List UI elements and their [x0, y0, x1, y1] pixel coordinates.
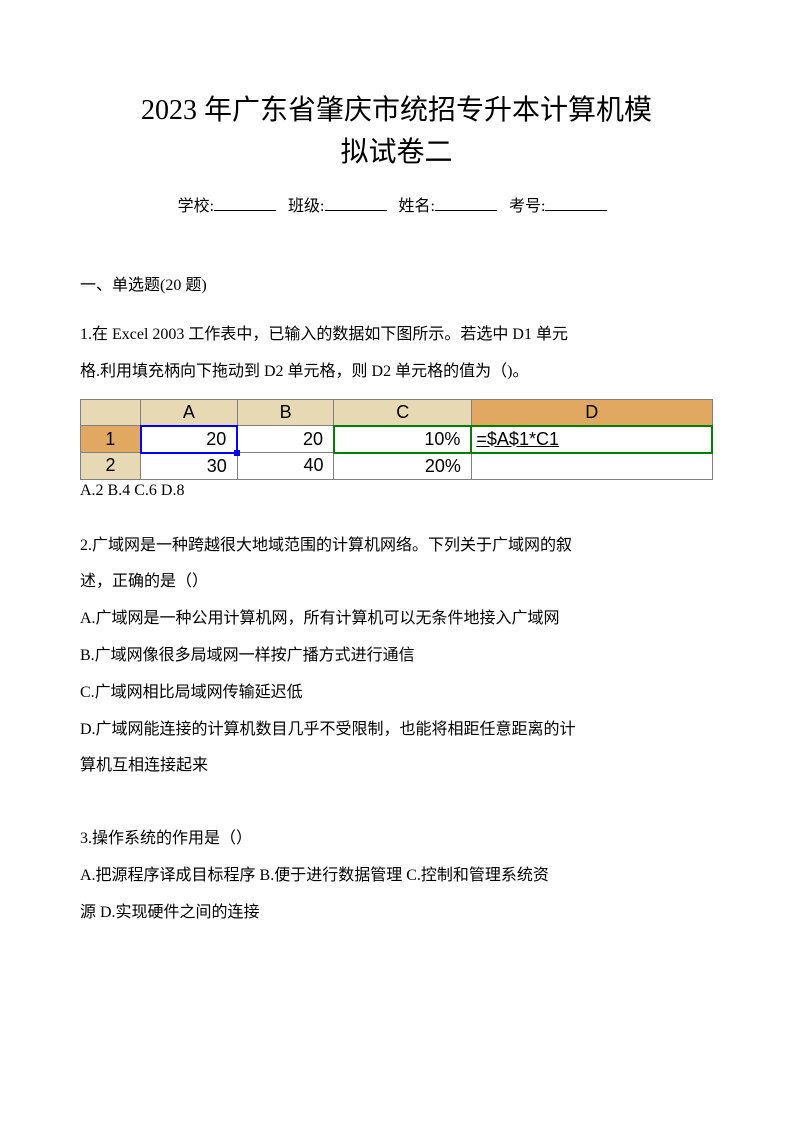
q2-option-a: A.广域网是一种公用计算机网，所有计算机可以无条件地接入广域网: [80, 601, 713, 638]
question-2: 2.广域网是一种跨越很大地域范围的计算机网络。下列关于广域网的叙 述，正确的是（…: [80, 528, 713, 786]
q2-option-d-line1: D.广域网能连接的计算机数目几乎不受限制，也能将相距任意距离的计: [80, 712, 713, 749]
excel-cell-a1: 20: [141, 426, 238, 453]
class-label: 班级:: [288, 198, 324, 215]
excel-row-2: 2: [81, 453, 141, 480]
section-title: 一、单选题(20 题): [80, 271, 713, 295]
excel-row-1: 1: [81, 426, 141, 453]
q3-text: 3.操作系统的作用是（）: [80, 821, 713, 858]
excel-col-c: C: [334, 399, 471, 426]
q1-text-line1: 1.在 Excel 2003 工作表中，已输入的数据如下图所示。若选中 D1 单…: [80, 317, 713, 354]
class-blank[interactable]: [325, 197, 387, 211]
title-line1: 2023 年广东省肇庆市统招专升本计算机模: [141, 95, 652, 126]
excel-cell-d2: [471, 453, 712, 480]
excel-cell-c2: 20%: [334, 453, 471, 480]
q2-text-line1: 2.广域网是一种跨越很大地域范围的计算机网络。下列关于广域网的叙: [80, 528, 713, 565]
school-label: 学校:: [178, 198, 214, 215]
excel-cell-a2: 30: [141, 453, 238, 480]
name-blank[interactable]: [435, 197, 497, 211]
question-1: 1.在 Excel 2003 工作表中，已输入的数据如下图所示。若选中 D1 单…: [80, 317, 713, 391]
excel-cell-d1: =$A$1*C1: [471, 426, 712, 453]
excel-cell-b1: 20: [237, 426, 334, 453]
examno-label: 考号:: [509, 198, 545, 215]
excel-cell-b2: 40: [237, 453, 334, 480]
excel-cell-a1-value: 20: [206, 429, 226, 449]
name-label: 姓名:: [399, 198, 435, 215]
fill-handle-icon: [234, 450, 240, 456]
q2-option-b: B.广域网像很多局域网一样按广播方式进行通信: [80, 638, 713, 675]
q3-options-line1: A.把源程序译成目标程序 B.便于进行数据管理 C.控制和管理系统资: [80, 858, 713, 895]
excel-cell-c1: 10%: [334, 426, 471, 453]
q2-text-line2: 述，正确的是（）: [80, 564, 713, 601]
excel-corner: [81, 399, 141, 426]
q2-option-d-line2: 算机互相连接起来: [80, 748, 713, 785]
student-info-line: 学校: 班级: 姓名: 考号:: [80, 192, 713, 216]
excel-col-b: B: [237, 399, 334, 426]
question-3: 3.操作系统的作用是（） A.把源程序译成目标程序 B.便于进行数据管理 C.控…: [80, 821, 713, 931]
excel-col-d: D: [471, 399, 712, 426]
q3-options-line2: 源 D.实现硬件之间的连接: [80, 895, 713, 932]
q2-option-c: C.广域网相比局域网传输延迟低: [80, 675, 713, 712]
examno-blank[interactable]: [545, 197, 607, 211]
school-blank[interactable]: [214, 197, 276, 211]
q1-text-line2: 格.利用填充柄向下拖动到 D2 单元格，则 D2 单元格的值为（)。: [80, 354, 713, 391]
document-title: 2023 年广东省肇庆市统招专升本计算机模 拟试卷二: [80, 90, 713, 174]
title-line2: 拟试卷二: [340, 137, 452, 168]
q1-options: A.2 B.4 C.6 D.8: [80, 482, 713, 500]
excel-col-a: A: [141, 399, 238, 426]
excel-screenshot-table: A B C D 1 20 20 10% =$A$1*C1 2 30 40 20%: [80, 399, 713, 480]
